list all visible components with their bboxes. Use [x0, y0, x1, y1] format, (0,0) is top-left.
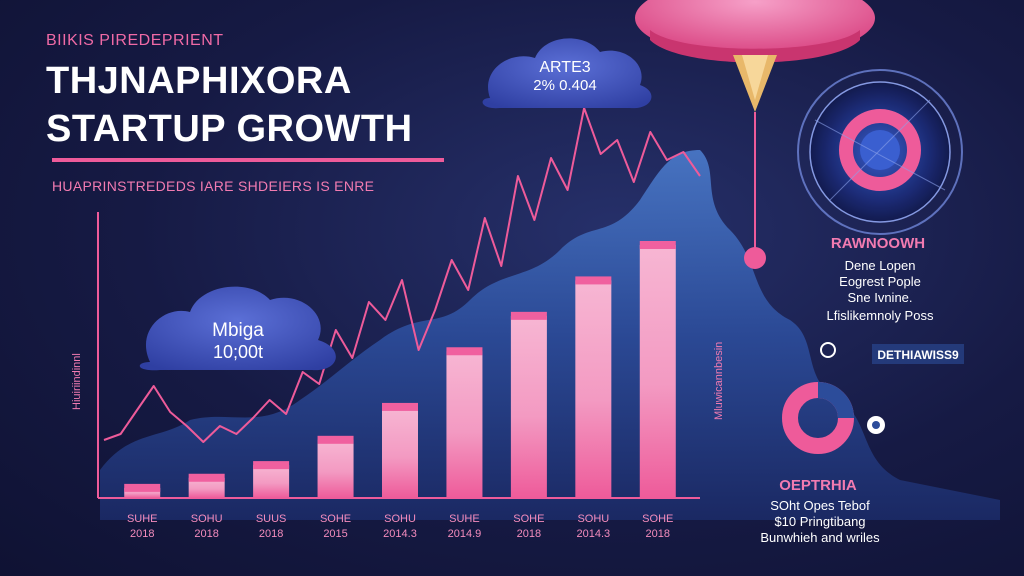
x-tick-label: SOHE: [320, 513, 351, 525]
bar-cap: [317, 435, 354, 444]
x-tick-label: SOHU: [577, 513, 609, 525]
x-tick-label: 2018: [517, 528, 541, 540]
ring-icon: [820, 342, 836, 358]
bar: [639, 245, 676, 498]
x-tick-label: SOHU: [384, 513, 416, 525]
right-panel-line-6: $10 Pringtibang: [774, 514, 865, 529]
background-mountain: [100, 150, 1000, 520]
y-axis-label: Hiuiriindinnl: [71, 353, 83, 410]
right-panel-line-5: SOht Opes Tebof: [770, 498, 870, 513]
bar: [446, 351, 483, 498]
right-panel-line-4: Lfislikemnoly Poss: [827, 308, 934, 323]
x-tick-label: SOHU: [191, 513, 223, 525]
right-panel-line-7: Bunwhieh and wriles: [760, 530, 880, 545]
top-cloud-line-1: ARTE3: [539, 59, 590, 76]
bar-cap: [188, 473, 225, 482]
eyebrow-text: BIIKIS PIREDEPRIENT: [46, 32, 224, 49]
tag-box: [872, 344, 964, 364]
x-tick-label: 2014.3: [577, 528, 611, 540]
x-tick-label: SOHE: [642, 513, 673, 525]
x-tick-label: 2014.3: [383, 528, 417, 540]
left-cloud-callout: Mbiga 10;00t: [139, 286, 336, 371]
bar: [575, 280, 612, 498]
bar: [253, 465, 290, 498]
bar: [382, 406, 418, 498]
x-tick-label: 2018: [259, 528, 283, 540]
chart-subtitle: HUAPRINSTREDEDS IARE SHDEIERS IS ENRE: [52, 178, 375, 194]
x-tick-label: SUUS: [256, 513, 287, 525]
x-tick-label: 2014.9: [448, 528, 482, 540]
bar-cap: [510, 311, 547, 320]
page-title-line-1: THJNAPHIXORA: [46, 60, 352, 102]
lantern-icon: [635, 0, 875, 269]
x-tick-label: SUHE: [127, 513, 158, 525]
bar-cap: [253, 461, 290, 470]
bar: [510, 315, 547, 498]
donut-chart-icon: [782, 382, 854, 454]
page-title-line-2: STARTUP GROWTH: [46, 108, 413, 150]
ring-icon: [872, 421, 880, 429]
side-label-middle: Mluwicannbesin: [713, 342, 725, 420]
top-cloud-callout: ARTE3 2% 0.404: [482, 38, 652, 109]
x-tick-label: 2018: [194, 528, 218, 540]
title-underline: [52, 158, 444, 162]
bar-cap: [446, 347, 483, 356]
right-panel-heading-2: OEPTRHIA: [779, 477, 857, 494]
right-panel-line-2: Eogrest Pople: [839, 274, 921, 289]
bar: [124, 487, 161, 498]
top-cloud-line-2: 2% 0.404: [533, 77, 596, 94]
x-tick-label: 2015: [323, 528, 347, 540]
bar-cap: [639, 241, 676, 249]
x-tick-label: 2018: [130, 528, 154, 540]
bar: [188, 477, 225, 498]
right-panel-heading: RAWNOOWH: [831, 235, 925, 252]
bar: [317, 439, 354, 498]
x-tick-label: 2018: [646, 528, 670, 540]
left-cloud-line-2: 10;00t: [213, 342, 263, 362]
bar-cap: [575, 276, 612, 285]
globe-icon: [797, 69, 963, 235]
bar-cap: [382, 402, 418, 411]
right-panel-line-1: Dene Lopen: [845, 258, 916, 273]
left-cloud-line-1: Mbiga: [212, 320, 264, 341]
trend-line: [103, 107, 701, 443]
right-panel-tag: DETHIAWISS9: [877, 348, 959, 362]
bar-cap: [124, 483, 161, 492]
right-panel-line-3: Sne Ivnine.: [847, 290, 912, 305]
x-tick-label: SUHE: [449, 513, 480, 525]
x-tick-label: SOHE: [513, 513, 544, 525]
